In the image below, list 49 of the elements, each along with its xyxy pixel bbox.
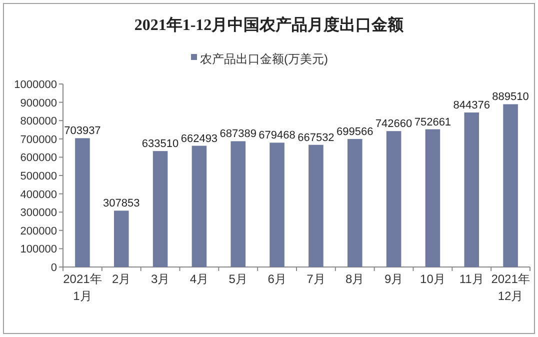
x-tick-label: 11月	[459, 272, 484, 286]
y-tick-label: 200000	[20, 225, 57, 238]
data-label: 889510	[492, 91, 529, 104]
y-tick-label: 500000	[20, 170, 57, 182]
y-tick-label: 800000	[20, 116, 57, 128]
y-tick-label: 300000	[20, 207, 57, 220]
y-tick-label: 900000	[20, 97, 57, 110]
bar	[152, 151, 168, 267]
data-label: 699566	[336, 126, 374, 138]
x-tick-label: 3月	[150, 272, 170, 286]
x-tick-label: 4月	[190, 272, 209, 286]
data-label: 633510	[142, 138, 179, 150]
data-label: 752661	[414, 116, 452, 128]
bar	[347, 138, 362, 267]
y-tick-label: 1000000	[14, 79, 57, 91]
data-label: 703937	[64, 125, 101, 138]
x-tick-label: 10月	[420, 272, 446, 286]
bar	[425, 129, 440, 267]
x-tick-label: 9月	[384, 272, 404, 286]
data-label: 307853	[103, 198, 140, 210]
data-label: 662493	[180, 132, 218, 145]
bar	[386, 131, 402, 267]
data-label: 742660	[375, 118, 412, 130]
y-tick-label: 400000	[20, 188, 57, 201]
y-tick-label: 100000	[20, 244, 57, 256]
bar	[230, 141, 246, 267]
bar	[192, 146, 207, 267]
bar	[308, 144, 324, 267]
bar	[503, 104, 518, 267]
bar	[270, 142, 284, 267]
x-tick-label: 6月	[268, 272, 286, 286]
data-label: 687389	[220, 128, 256, 140]
y-tick-label: 0	[50, 262, 57, 274]
x-tick-label: 2021年12月	[491, 272, 530, 303]
bar	[75, 138, 90, 267]
x-tick-label: 2021年1月	[63, 272, 102, 303]
legend-label: 农产品出口金额(万美元)	[200, 52, 328, 66]
x-tick-label: 7月	[306, 272, 326, 286]
y-tick-label: 600000	[20, 152, 57, 164]
x-tick-label: 2月	[112, 272, 131, 286]
y-tick-label: 700000	[20, 134, 57, 146]
bar	[464, 112, 480, 267]
x-tick-label: 5月	[228, 272, 248, 286]
data-label: 667532	[298, 132, 334, 144]
bar	[114, 210, 129, 267]
chart-title: 2021年1-12月中国农产品月度出口金额	[134, 15, 405, 34]
data-label: 679468	[258, 130, 296, 142]
x-tick-label: 8月	[346, 272, 364, 286]
data-label: 844376	[453, 99, 490, 112]
